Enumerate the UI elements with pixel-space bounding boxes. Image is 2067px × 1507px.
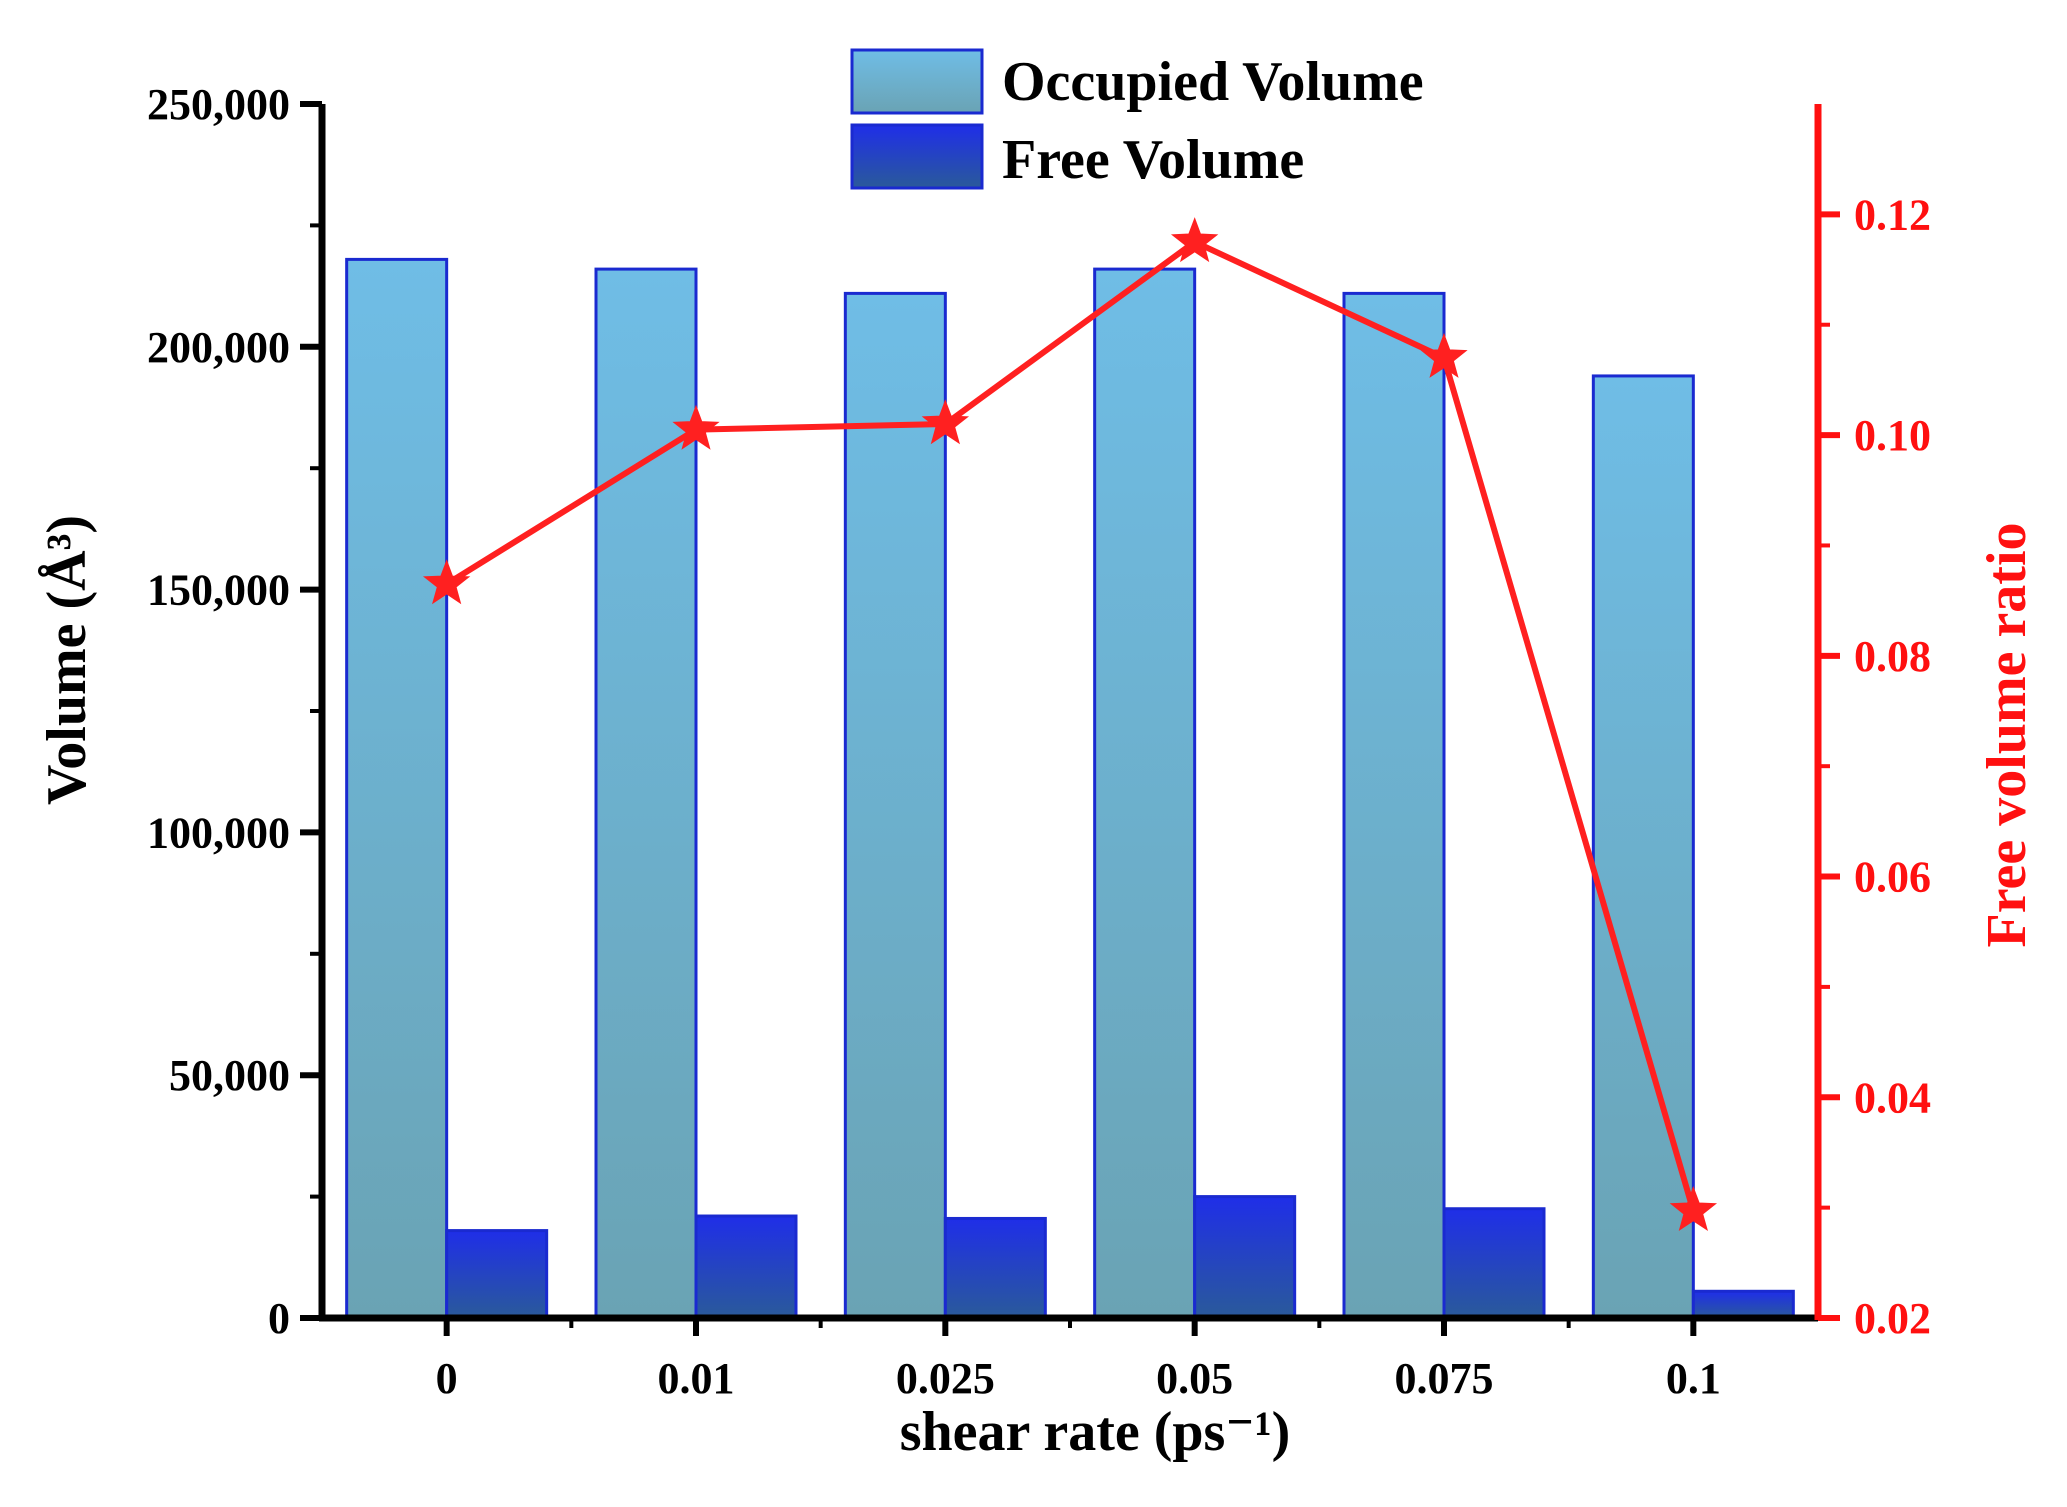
ratio-marker-0.05 — [1170, 217, 1219, 263]
ratio-marker-0.075 — [1420, 332, 1468, 378]
bar-occupied-0.025 — [843, 291, 947, 1320]
y-tick-label: 50,000 — [169, 1051, 290, 1100]
bar-free-0 — [445, 1229, 549, 1320]
axes-layer: 0 50,000 100,000 150,000 200,000 250,000 0.02 0… — [147, 80, 1931, 1403]
x-tick-label: 0.05 — [1156, 1354, 1233, 1403]
bar-occupied-0.075 — [1342, 291, 1446, 1320]
x-tick-label: 0.01 — [658, 1354, 735, 1403]
ratio-marker-0.025 — [921, 399, 970, 445]
legend: Occupied Volume Free Volume — [850, 48, 1424, 191]
bar-free-0.01 — [694, 1214, 798, 1320]
x-tick-label: 0 — [436, 1354, 458, 1403]
y-tick-label: 0 — [268, 1294, 290, 1343]
y2-tick-label: 0.12 — [1854, 190, 1931, 239]
y2-axis-title: Free volume ratio — [1976, 522, 2038, 947]
y2-tick-label: 0.04 — [1854, 1073, 1931, 1122]
y2-tick-label: 0.06 — [1854, 853, 1931, 902]
x-axis-title: shear rate (ps⁻¹) — [900, 1401, 1291, 1463]
ratio-marker-0 — [422, 559, 471, 605]
bar-free-0.075 — [1442, 1207, 1546, 1320]
bar-occupied-0.01 — [594, 267, 698, 1320]
y-tick-label: 150,000 — [147, 566, 290, 615]
x-tick-label: 0.025 — [896, 1354, 995, 1403]
y2-tick-label: 0.10 — [1854, 411, 1931, 460]
ratio-marker-0.01 — [672, 404, 720, 450]
y2-tick-label: 0.08 — [1854, 632, 1931, 681]
bar-free-0.1 — [1691, 1289, 1795, 1320]
y-axis-title: Volume (Å³) — [36, 515, 98, 805]
legend-label-free: Free Volume — [1002, 129, 1304, 191]
ratio-line-layer — [422, 217, 1718, 1231]
legend-swatch-occupied — [850, 48, 984, 115]
legend-label-occupied: Occupied Volume — [1002, 51, 1424, 113]
bar-occupied-0.1 — [1591, 374, 1695, 1320]
bar-free-0.025 — [943, 1216, 1047, 1320]
bar-occupied-0.05 — [1093, 267, 1197, 1320]
y-tick-label: 100,000 — [147, 808, 290, 857]
y-tick-label: 250,000 — [147, 80, 290, 129]
y2-tick-label: 0.02 — [1854, 1294, 1931, 1343]
x-tick-label: 0.075 — [1395, 1354, 1494, 1403]
y-tick-label: 200,000 — [147, 323, 290, 372]
bar-occupied-0 — [345, 257, 449, 1320]
ratio-line — [445, 238, 1697, 1212]
bar-free-0.05 — [1193, 1195, 1297, 1320]
legend-swatch-free — [850, 123, 984, 190]
ratio-marker-0.1 — [1669, 1186, 1718, 1231]
x-tick-label: 0.1 — [1666, 1354, 1721, 1403]
bars-layer — [345, 257, 1795, 1320]
